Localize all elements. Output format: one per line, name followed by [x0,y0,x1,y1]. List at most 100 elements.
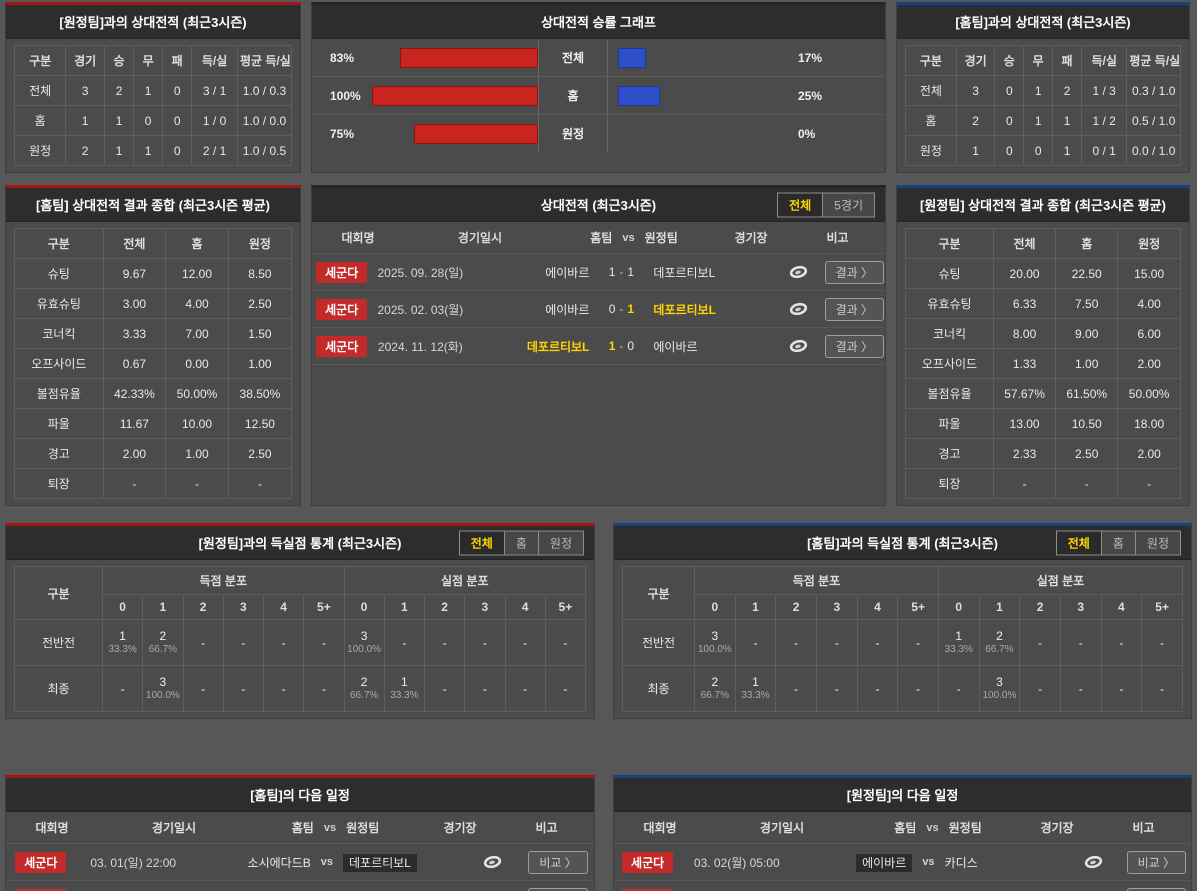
row-top: [원정팀]과의 상대전적 (최근3시즌) 구분 경기 승 무 패 득/실 평균 득/실 전체… [5,2,1192,173]
cell: 퇴장 [14,468,104,499]
left-percent-label: 100% [330,88,361,103]
score-separator: - [619,265,624,279]
cell: 원정 [13,135,67,166]
note-cell: 결과 〉 [824,297,885,321]
cell: - [856,665,899,712]
cell: 0 [994,135,1025,166]
table-row: 퇴장 - - - [14,468,293,499]
tab-last5[interactable]: 5경기 [822,192,875,217]
col-header-date: 경기일시 [151,821,197,835]
chart-row-total: 83% 전체 17% [312,39,885,77]
row-label: 전반전 [14,619,103,666]
cell: 3.00 [102,288,167,319]
cell: - [1019,665,1061,712]
away-score: 0 [627,339,635,353]
table-row: 유효슈팅 6.33 7.50 4.00 [905,288,1181,319]
note-cell: 결과 〉 [824,260,885,284]
home-team-name: 소시에다드B [247,855,311,870]
match-datetime: 03. 02(월) 05:00 [693,855,780,870]
tab-all[interactable]: 전체 [458,530,505,555]
cell: 8.50 [227,258,293,289]
col-header: 경기 [65,45,105,76]
col-header: 전체 [992,228,1057,259]
col-header: 구분 [14,566,103,620]
match-score: 1-0 [589,339,653,353]
cell: 7.00 [165,318,229,349]
cell: 2 66.7% [142,619,184,666]
tab-home[interactable]: 홈 [503,530,539,555]
league-badge: 세군다 [316,298,368,320]
compare-button[interactable]: 비교 〉 [528,887,588,891]
league-cell: 세군다 [312,335,371,357]
cell: 3 100.0% [142,665,184,712]
cell: 1 [103,135,135,166]
chart-area: 83% 전체 17% 100% 홈 25% 75% 원정 0% [312,39,885,152]
result-button[interactable]: 결과 〉 [824,260,885,284]
cell: 11.67 [102,408,167,439]
cell: - [815,619,858,666]
cell: 1 / 0 [191,105,238,136]
stadium-icon[interactable] [1084,855,1103,869]
chart-left-zone: 83% [312,39,538,76]
col-header: 0 [937,594,980,620]
cell: 42.33% [102,378,167,409]
note-cell: 비교 〉 [1122,850,1191,874]
table-row: 최종 -3 100.0% - - - -2 66.7% 1 33.3% - - - - [14,665,587,712]
cell: - [815,665,858,712]
col-header: 2 [775,594,817,620]
stadium-icon[interactable] [789,339,808,353]
tab-away[interactable]: 원정 [537,530,584,555]
cell: 2.50 [1055,438,1119,469]
league-cell: 세군다 [312,298,371,320]
col-header: 2 [1019,594,1061,620]
matches-list: 대회명 경기일시 홈팀 vs 원정팀 경기장 비고 세군다 2025. 09. 28… [312,222,885,365]
tab-all[interactable]: 전체 [1055,530,1102,555]
bar-track [618,47,784,68]
chart-right-zone: 25% [608,77,885,114]
stadium-icon[interactable] [789,265,808,279]
col-header-stadium: 경기장 [734,231,768,245]
cell: 전체 [905,75,957,106]
chart-row-home: 100% 홈 25% [312,77,885,115]
compare-button[interactable]: 비교 〉 [528,850,588,874]
tab-away[interactable]: 원정 [1134,530,1181,555]
panel-home-summary: [홈팀] 상대전적 결과 종합 (최근3시즌 평균) 구분 전체 홈 원정 슈팅 9.6… [5,185,301,506]
cell: - [303,619,345,666]
stadium-icon[interactable] [789,302,808,316]
cell: - [734,619,777,666]
result-button[interactable]: 결과 〉 [824,334,885,358]
cell: 18.00 [1117,408,1181,439]
home-winrate-bar [400,47,538,68]
col-header-date: 경기일시 [759,821,805,835]
table-row: 파울 11.67 10.00 12.50 [14,408,293,439]
cell: 3 / 1 [191,75,238,106]
cell: 1 [1052,105,1082,136]
result-button[interactable]: 결과 〉 [824,297,885,321]
cell: 볼점유율 [905,378,994,409]
col-header: 무 [133,45,164,76]
panel-body: 구분 득점 분포 실점 분포 0 1 2 3 4 5+ 0 1 2 3 4 5+ 전반전 1 33.3% 2 66… [6,560,594,718]
left-percent-label: 75% [330,126,355,141]
compare-button[interactable]: 비교 〉 [1126,887,1186,891]
cell: 1 [103,105,135,136]
col-header-home: 홈팀 [590,231,613,245]
stadium-icon[interactable] [483,855,502,869]
match-row: 세군다 2025. 09. 28(일) 에이바르 1-1 데포르티보L 결과 〉 [312,254,885,291]
home-winrate-bar [413,123,538,144]
col-header: 3 [1059,594,1102,620]
col-header: 5+ [303,594,345,620]
cell: - [1059,619,1102,666]
col-header: 원정 [227,228,293,259]
tab-home[interactable]: 홈 [1100,530,1136,555]
panel-winrate-chart: 상대전적 승률 그래프 83% 전체 17% 100% 홈 25% 75% 원정… [311,2,886,173]
cell: 홈 [13,105,67,136]
tab-all[interactable]: 전체 [777,192,824,217]
schedule-list: 대회명 경기일시 홈팀 vs 원정팀 경기장 비고 세군다 03. 01(일) 22… [6,812,594,891]
compare-button[interactable]: 비교 〉 [1126,850,1186,874]
col-header: 5+ [1141,594,1183,620]
cell: - [544,619,587,666]
cell: 2 66.7% [694,665,736,712]
col-header: 득/실 [1080,45,1128,76]
